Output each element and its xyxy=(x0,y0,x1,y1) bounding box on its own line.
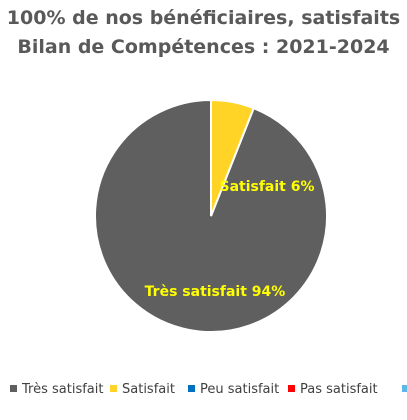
legend-swatch-5 xyxy=(402,385,407,392)
legend-swatch-4 xyxy=(288,385,295,392)
legend-label-2: Satisfait xyxy=(122,382,175,397)
pie-slices xyxy=(94,98,328,333)
slice-label-2: Satisfait 6% xyxy=(219,179,314,195)
legend-swatch-2 xyxy=(110,385,117,392)
slice-labels: Très satisfait 94% Satisfait 6% xyxy=(145,179,315,300)
legend-swatch-1 xyxy=(10,385,17,392)
chart-title-line-1: 100% de nos bénéficiaires, satisfaits xyxy=(7,7,400,29)
legend-label-4: Pas satisfait xyxy=(300,382,378,397)
pie-slice-2 xyxy=(210,98,255,217)
legend-label-1: Très satisfait xyxy=(21,382,103,397)
legend-swatch-3 xyxy=(188,385,195,392)
slice-label-1: Très satisfait 94% xyxy=(145,284,286,300)
legend-label-3: Peu satisfait xyxy=(200,382,279,397)
chart-legend: Très satisfait Satisfait Peu satisfait Pas … xyxy=(10,382,407,397)
chart-title-line-2: Bilan de Compétences : 2021-2024 xyxy=(17,36,389,58)
